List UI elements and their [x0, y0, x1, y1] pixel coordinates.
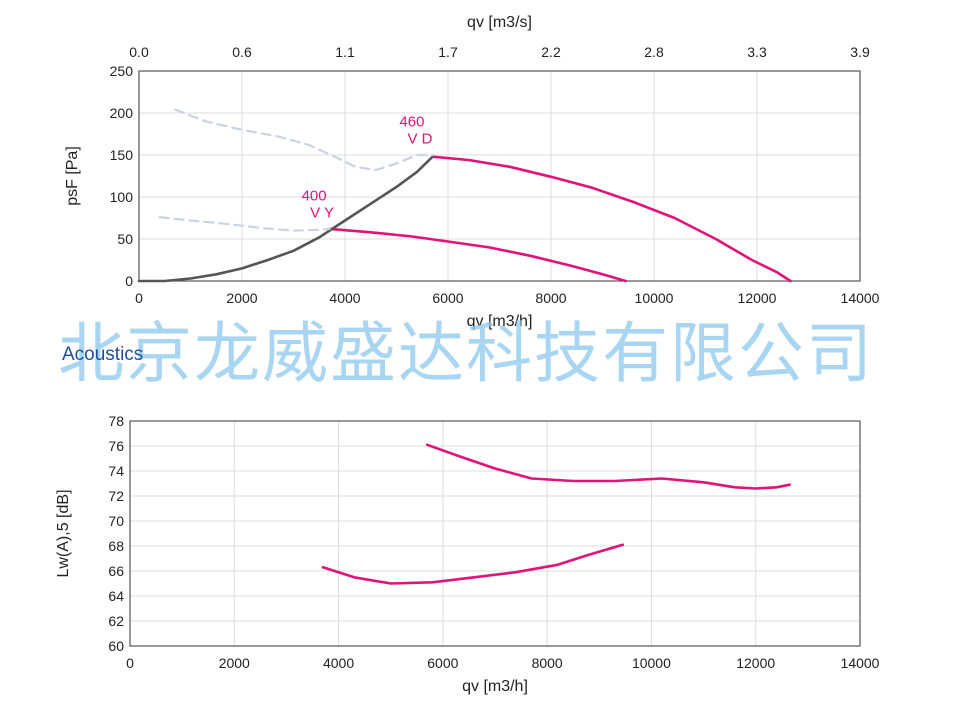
chart2-y-tick-label: 74 — [108, 463, 124, 479]
chart1-y-tick-label: 50 — [117, 231, 133, 247]
chart1-x2-tick-label: 0.0 — [129, 44, 149, 60]
chart1-x2-axis-label: qv [m3/s] — [467, 14, 532, 31]
chart2-x-tick-label: 2000 — [219, 655, 250, 671]
chart1-plot-frame — [138, 70, 861, 282]
chart1-x-tick-label: 12000 — [738, 290, 777, 306]
chart2-x-axis-label: qv [m3/h] — [462, 678, 528, 695]
chart1-x2-tick-label: 3.9 — [850, 44, 870, 60]
chart1-dashed-curve — [174, 108, 434, 172]
acoustics-section-title: Acoustics — [62, 344, 144, 365]
chart2-x-tick-label: 10000 — [632, 655, 671, 671]
chart2-y-tick-label: 66 — [108, 563, 124, 579]
chart1-x-tick-label: 4000 — [329, 290, 360, 306]
chart1-x2-tick-label: 1.1 — [335, 44, 355, 60]
chart2-fan-curve — [321, 543, 625, 585]
chart1-x2-tick-label: 1.7 — [438, 44, 458, 60]
chart1-x2-tick-label: 0.6 — [232, 44, 252, 60]
chart2-x-tick-label: 4000 — [323, 655, 354, 671]
chart2-y-tick-label: 62 — [108, 613, 124, 629]
chart1-curve-annotation: 400 — [302, 188, 327, 205]
chart1-x-tick-label: 10000 — [635, 290, 674, 306]
chart2-y-tick-label: 70 — [108, 513, 124, 529]
chart2-y-tick-label: 76 — [108, 438, 124, 454]
chart1-x-axis-label: qv [m3/h] — [467, 313, 533, 330]
chart1-x-tick-label: 6000 — [432, 290, 463, 306]
chart1-fan-curve — [431, 155, 792, 283]
chart2-y-tick-label: 64 — [108, 588, 124, 604]
chart2-x-tick-label: 12000 — [736, 655, 775, 671]
chart1-system-curve — [137, 155, 434, 283]
chart1-x-tick-label: 2000 — [226, 290, 257, 306]
chart1-y-axis-label: psF [Pa] — [64, 146, 81, 206]
chart2-fan-curve — [425, 443, 791, 490]
chart1-curve-annotation: V D — [407, 131, 432, 148]
chart1-curve-annotation: 460 — [399, 114, 424, 131]
chart1-dashed-curve — [158, 216, 331, 232]
chart2-y-tick-label: 72 — [108, 488, 124, 504]
chart2-y-tick-label: 60 — [108, 638, 124, 654]
chart2-plot-frame — [129, 420, 861, 647]
chart2-y-tick-label: 78 — [108, 413, 124, 429]
chart2-x-tick-label: 8000 — [532, 655, 563, 671]
chart1-y-tick-label: 0 — [125, 273, 133, 289]
chart2-x-tick-label: 6000 — [427, 655, 458, 671]
chart1-x-tick-label: 0 — [135, 290, 143, 306]
chart1-y-tick-label: 250 — [110, 63, 134, 79]
chart1-y-tick-label: 200 — [110, 105, 134, 121]
chart1-y-tick-label: 100 — [110, 189, 134, 205]
chart2-x-tick-label: 14000 — [841, 655, 880, 671]
chart2-y-tick-label: 68 — [108, 538, 124, 554]
chart2-x-tick-label: 0 — [126, 655, 134, 671]
chart1-x-tick-label: 14000 — [841, 290, 880, 306]
chart1-curve-annotation: V Y — [310, 205, 334, 222]
chart1-x2-tick-label: 2.2 — [541, 44, 561, 60]
chart2-y-axis-label: Lw(A),5 [dB] — [55, 489, 72, 577]
chart1-x2-tick-label: 2.8 — [644, 44, 664, 60]
chart1-x-tick-label: 8000 — [535, 290, 566, 306]
chart1-y-tick-label: 150 — [110, 147, 134, 163]
chart1-fan-curve — [328, 227, 628, 283]
chart1-x2-tick-label: 3.3 — [747, 44, 767, 60]
